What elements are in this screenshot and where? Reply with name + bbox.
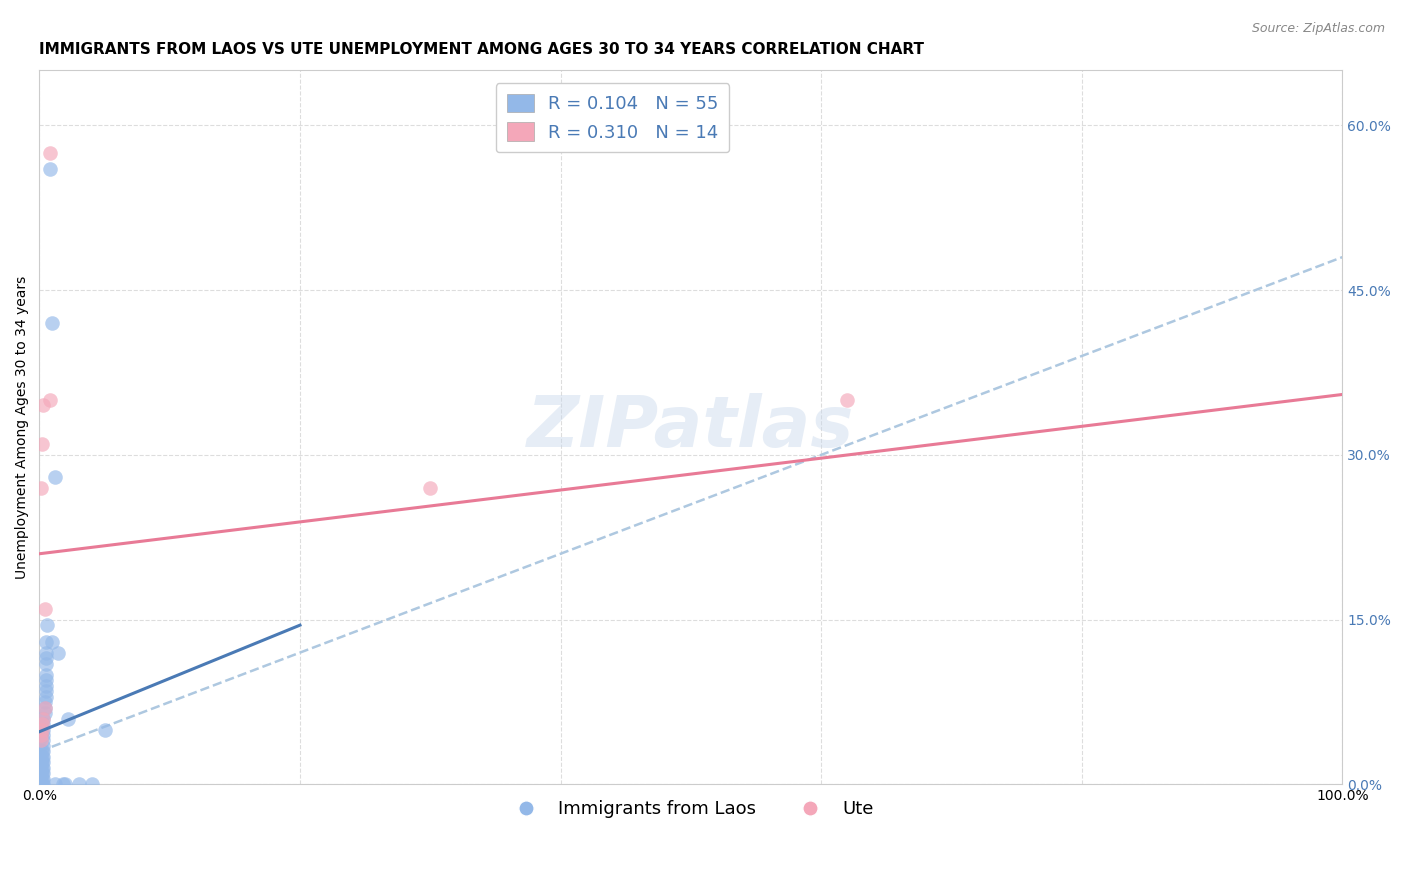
Point bbox=[38, 392, 60, 407]
Point bbox=[32, 750, 55, 764]
Point bbox=[31, 756, 53, 770]
Point bbox=[35, 673, 58, 687]
Point bbox=[38, 162, 60, 177]
Point bbox=[30, 766, 52, 780]
Text: ZIPatlas: ZIPatlas bbox=[527, 393, 855, 462]
Point bbox=[32, 739, 55, 753]
Point bbox=[56, 712, 79, 726]
Point bbox=[35, 657, 58, 671]
Point bbox=[34, 706, 56, 720]
Point bbox=[28, 761, 51, 775]
Point bbox=[31, 772, 53, 786]
Point bbox=[30, 481, 52, 495]
Point bbox=[32, 728, 55, 742]
Point bbox=[28, 777, 51, 791]
Point bbox=[32, 712, 55, 726]
Point bbox=[31, 766, 53, 780]
Point bbox=[32, 756, 55, 770]
Text: IMMIGRANTS FROM LAOS VS UTE UNEMPLOYMENT AMONG AGES 30 TO 34 YEARS CORRELATION C: IMMIGRANTS FROM LAOS VS UTE UNEMPLOYMENT… bbox=[39, 42, 924, 57]
Point bbox=[31, 750, 53, 764]
Point bbox=[93, 723, 115, 737]
Point bbox=[35, 690, 58, 704]
Point bbox=[32, 766, 55, 780]
Point bbox=[46, 646, 69, 660]
Point bbox=[837, 392, 859, 407]
Point bbox=[30, 756, 52, 770]
Point bbox=[38, 145, 60, 160]
Point bbox=[32, 733, 55, 747]
Point bbox=[37, 618, 59, 632]
Point bbox=[34, 700, 56, 714]
Point bbox=[31, 761, 53, 775]
Point bbox=[34, 601, 56, 615]
Point bbox=[52, 777, 75, 791]
Point bbox=[32, 761, 55, 775]
Point bbox=[32, 723, 55, 737]
Point bbox=[35, 634, 58, 648]
Point bbox=[31, 777, 53, 791]
Point bbox=[30, 777, 52, 791]
Point bbox=[35, 679, 58, 693]
Point bbox=[32, 744, 55, 758]
Point bbox=[41, 634, 63, 648]
Point bbox=[67, 777, 90, 791]
Point bbox=[32, 717, 55, 731]
Point bbox=[31, 723, 53, 737]
Point bbox=[32, 399, 55, 413]
Legend: Immigrants from Laos, Ute: Immigrants from Laos, Ute bbox=[501, 793, 882, 825]
Point bbox=[41, 316, 63, 330]
Point bbox=[35, 667, 58, 681]
Point bbox=[32, 772, 55, 786]
Point bbox=[28, 756, 51, 770]
Point bbox=[55, 777, 77, 791]
Point bbox=[31, 437, 53, 451]
Point bbox=[28, 772, 51, 786]
Y-axis label: Unemployment Among Ages 30 to 34 years: Unemployment Among Ages 30 to 34 years bbox=[15, 276, 30, 579]
Point bbox=[44, 777, 66, 791]
Point bbox=[35, 684, 58, 698]
Point bbox=[31, 717, 53, 731]
Point bbox=[419, 481, 441, 495]
Point bbox=[28, 766, 51, 780]
Point bbox=[34, 695, 56, 709]
Point bbox=[44, 470, 66, 484]
Point bbox=[30, 733, 52, 747]
Point bbox=[28, 744, 51, 758]
Point bbox=[28, 733, 51, 747]
Point bbox=[30, 728, 52, 742]
Point bbox=[31, 744, 53, 758]
Point bbox=[32, 777, 55, 791]
Text: Source: ZipAtlas.com: Source: ZipAtlas.com bbox=[1251, 22, 1385, 36]
Point bbox=[34, 700, 56, 714]
Point bbox=[35, 646, 58, 660]
Point bbox=[32, 712, 55, 726]
Point bbox=[80, 777, 103, 791]
Point bbox=[35, 651, 58, 665]
